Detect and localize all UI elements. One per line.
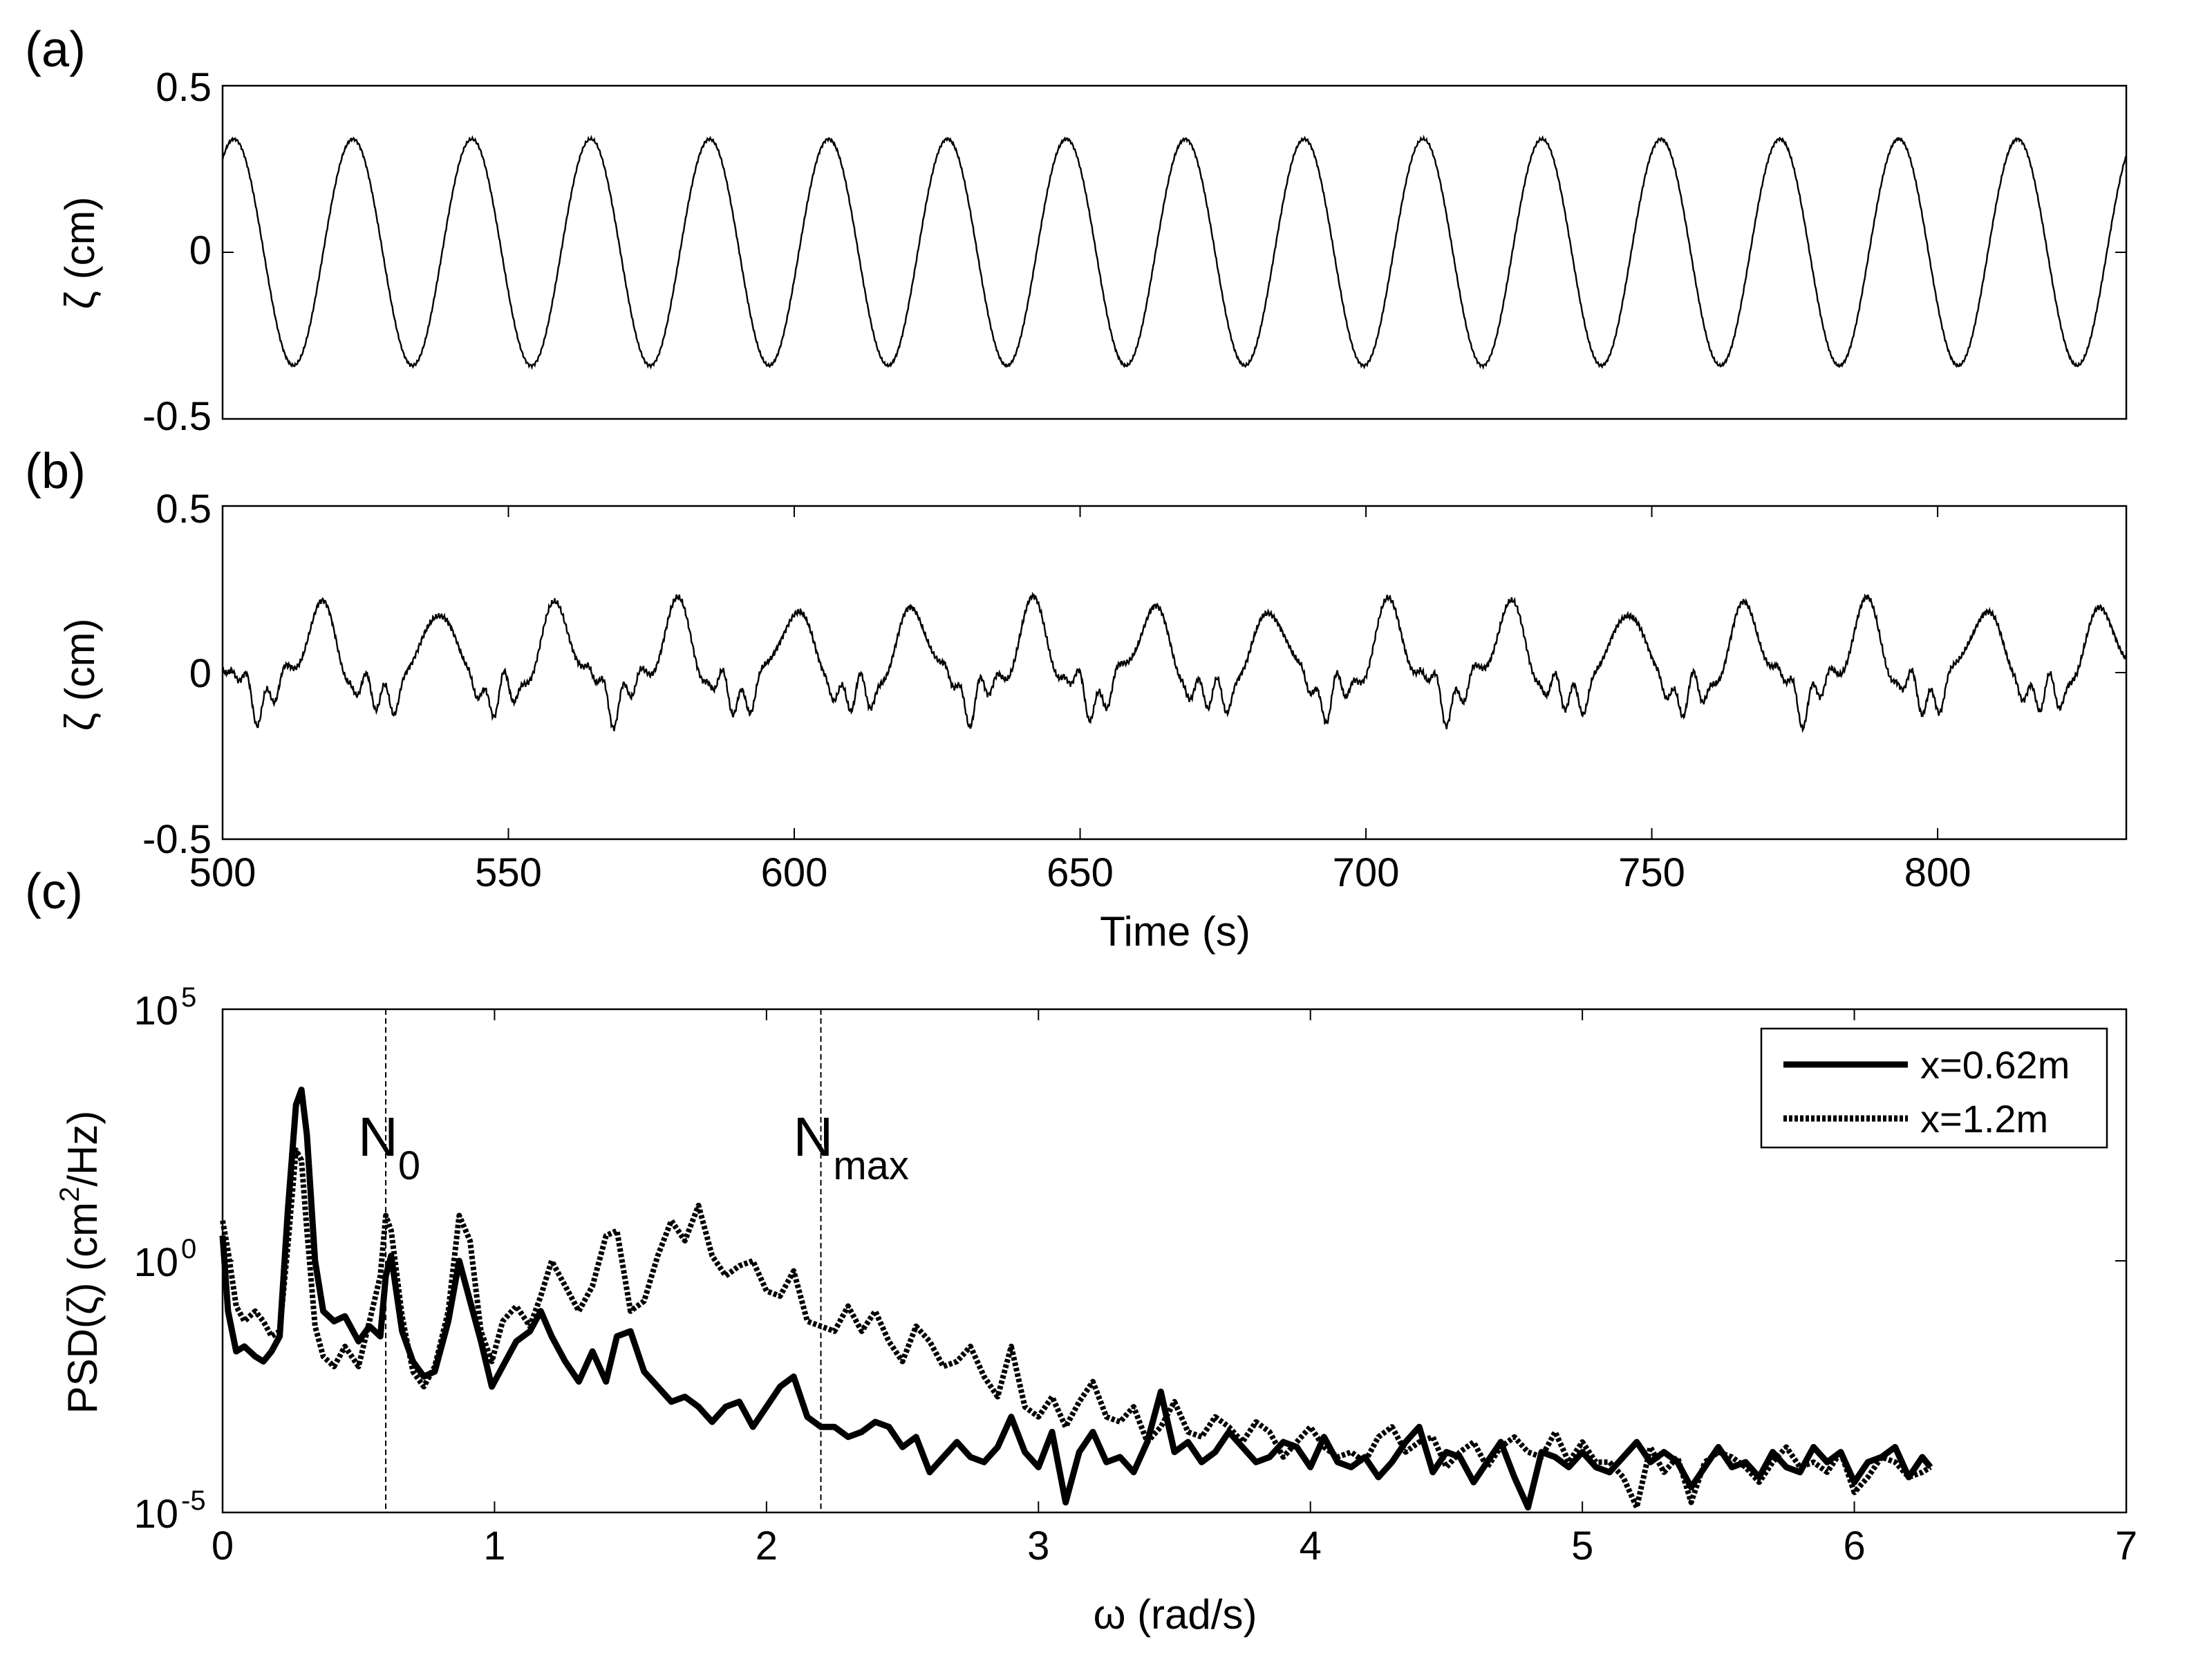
panel-a-y-tick-labels: 0.5 0 -0.5	[142, 65, 212, 439]
panel-c-series-1	[219, 1087, 1933, 1511]
panel-a-series-line	[221, 134, 2127, 371]
panel-c-ytick-exponent-0: 5	[181, 982, 196, 1013]
panel-c-annotation-base-1: N	[794, 1106, 834, 1168]
panel-a-y-axis-label: ζ (cm)	[57, 196, 103, 309]
panel-a-ytick-mid: 0	[189, 228, 212, 273]
panel-b-xtick-label-1: 550	[475, 850, 542, 895]
panel-label-c: (c)	[25, 864, 83, 919]
panel-b-xtick-label-0: 500	[189, 850, 256, 895]
panel-b-ytick-mid: 0	[189, 651, 212, 696]
panel-c-annotation-label-0: N0	[358, 1106, 420, 1188]
panel-c-xtick-label-4: 4	[1300, 1524, 1322, 1568]
panel-c-y-axis-label-sup: 2	[55, 1187, 85, 1202]
panel-c-xtick-label-1: 1	[483, 1524, 505, 1568]
panel-c-ytick-exponent-2: -5	[181, 1485, 206, 1516]
panel-b-xtick-label-2: 600	[761, 850, 828, 895]
panel-a-ytick-bottom: -0.5	[142, 394, 212, 439]
legend-box	[1760, 1027, 2108, 1149]
panel-b-xtick-label-3: 650	[1047, 850, 1114, 895]
legend-label-series-2: x=1.2m	[1920, 1097, 2048, 1141]
panel-c-annotation-sub-0: 0	[398, 1143, 420, 1188]
panel-c-axes-box	[221, 1008, 2128, 1514]
panel-c-ytick-exponent-1: 0	[181, 1234, 196, 1264]
panel-b-x-tick-labels: 500 550 600 650 700 750 800	[189, 506, 1971, 895]
panel-b-axes-box	[221, 505, 2128, 841]
panel-c-y-axis-label: PSD(ζ) (cm2/Hz)	[55, 1111, 106, 1414]
panel-c-annotations: N0 Nmax	[358, 1009, 909, 1512]
panel-b-ytick-bottom: -0.5	[142, 817, 212, 862]
panel-c-xtick-label-5: 5	[1571, 1524, 1593, 1568]
panel-c-series-lines	[219, 1087, 1933, 1511]
panel-label-b: (b)	[25, 444, 86, 499]
panel-c-xtick-label-2: 2	[756, 1524, 778, 1568]
panel-c-annotation-label-1: Nmax	[794, 1106, 909, 1188]
panel-c-xtick-label-0: 0	[212, 1524, 234, 1568]
panel-c-series-2	[220, 1147, 1932, 1510]
panel-a-series-lines	[221, 85, 2127, 420]
panel-c-xtick-label-6: 6	[1843, 1524, 1865, 1568]
panel-a-time-series: (a) 0.5 0 -0.5 ζ (cm)	[25, 22, 2128, 439]
panel-b-y-tick-labels: 0.5 0 -0.5	[142, 487, 212, 862]
panel-b-xtick-label-5: 750	[1618, 850, 1685, 895]
panel-c-x-axis-label: ω (rad/s)	[1094, 1591, 1257, 1638]
panel-c-ytick-label-2: 10	[133, 1492, 178, 1537]
panel-c-ytick-label-1: 10	[133, 1240, 178, 1285]
panel-label-a: (a)	[25, 22, 86, 77]
panel-c-ytick-label-0: 10	[133, 988, 178, 1033]
panel-c-annotation-base-0: N	[358, 1106, 398, 1168]
legend-label-series-1: x=0.62m	[1920, 1043, 2070, 1087]
panel-b-x-axis-label: Time (s)	[1100, 908, 1250, 955]
panel-b-y-axis-label: ζ (cm)	[57, 618, 103, 731]
panel-c-annotation-sub-1: max	[833, 1143, 909, 1188]
panel-c-y-axis-label-end: /Hz)	[59, 1111, 106, 1187]
panel-b-series-lines	[222, 505, 2127, 840]
panel-b-xtick-label-4: 700	[1333, 850, 1400, 895]
panel-c-xtick-label-7: 7	[2115, 1524, 2137, 1568]
panel-a-axes-box	[221, 84, 2128, 420]
legend: x=0.62m x=1.2m	[1760, 1027, 2108, 1149]
panel-b-series-line	[222, 591, 2127, 733]
panel-b-ytick-top: 0.5	[156, 487, 212, 532]
panel-c-xtick-label-3: 3	[1027, 1524, 1049, 1568]
panel-c-y-axis-label-main: PSD(ζ) (cm	[59, 1202, 106, 1414]
panel-b-time-series: (b) 0.5 0 -0.5 ζ (cm) 500 550 600 650 700 750…	[25, 444, 2128, 955]
panel-b-xtick-label-6: 800	[1904, 850, 1971, 895]
panel-a-ytick-top: 0.5	[156, 65, 212, 110]
